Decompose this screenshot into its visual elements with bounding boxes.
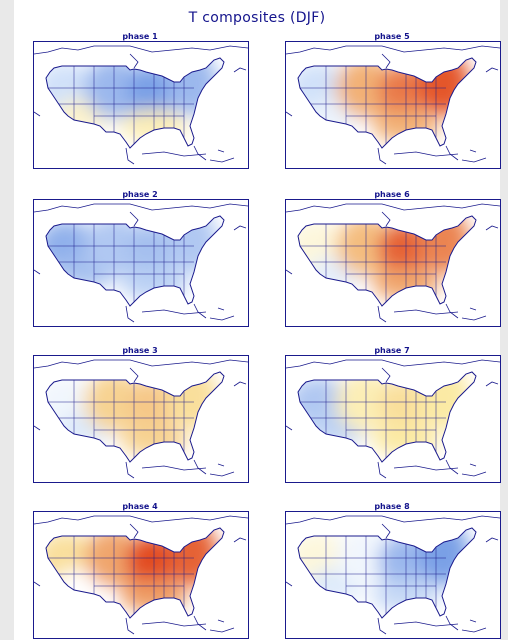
panel-phase-8: phase 8 — [285, 502, 501, 640]
us-outline — [297, 371, 477, 463]
us-map — [286, 45, 500, 165]
phase-label: phase 5 — [374, 32, 410, 41]
panel-phase-2: phase 2 — [33, 190, 249, 328]
us-outline — [297, 57, 477, 149]
coastlines — [286, 45, 500, 165]
us-outline — [45, 371, 225, 463]
state-borders — [46, 536, 194, 614]
us-outline — [45, 527, 225, 619]
state-borders — [46, 380, 194, 458]
coastlines — [286, 515, 500, 635]
figure-sheet: T composites (DJF) phase 1 phase 5 phase… — [14, 0, 501, 640]
us-map — [286, 203, 500, 323]
figure-title: T composites (DJF) — [188, 10, 326, 26]
panel-phase-1: phase 1 — [33, 32, 249, 170]
us-outline — [297, 527, 477, 619]
phase-label: phase 8 — [374, 502, 410, 511]
map-frame — [33, 355, 249, 483]
map-frame — [285, 355, 501, 483]
phase-label: phase 2 — [122, 190, 158, 199]
coastlines — [34, 359, 248, 479]
us-outline — [45, 57, 225, 149]
coastlines — [286, 359, 500, 479]
coastlines — [34, 203, 248, 323]
coastlines — [34, 515, 248, 635]
coastlines — [34, 45, 248, 165]
map-frame — [285, 199, 501, 327]
us-map — [34, 359, 248, 479]
state-borders — [46, 66, 194, 144]
map-frame — [33, 511, 249, 639]
us-map — [34, 203, 248, 323]
state-borders — [298, 66, 446, 144]
phase-label: phase 7 — [374, 346, 410, 355]
state-borders — [298, 536, 446, 614]
us-outline — [45, 215, 225, 307]
panel-phase-3: phase 3 — [33, 346, 249, 484]
state-borders — [46, 224, 194, 302]
phase-label: phase 3 — [122, 346, 158, 355]
phase-label: phase 6 — [374, 190, 410, 199]
map-frame — [285, 41, 501, 169]
map-frame — [33, 199, 249, 327]
panel-phase-6: phase 6 — [285, 190, 501, 328]
map-frame — [33, 41, 249, 169]
us-map — [286, 515, 500, 635]
us-map — [286, 359, 500, 479]
anomaly-field — [46, 372, 224, 462]
panel-phase-4: phase 4 — [33, 502, 249, 640]
coastlines — [286, 203, 500, 323]
us-map — [34, 515, 248, 635]
panel-phase-7: phase 7 — [285, 346, 501, 484]
state-borders — [298, 380, 446, 458]
panel-phase-5: phase 5 — [285, 32, 501, 170]
map-frame — [285, 511, 501, 639]
phase-label: phase 4 — [122, 502, 158, 511]
phase-label: phase 1 — [122, 32, 158, 41]
state-borders — [298, 224, 446, 302]
us-map — [34, 45, 248, 165]
us-outline — [297, 215, 477, 307]
